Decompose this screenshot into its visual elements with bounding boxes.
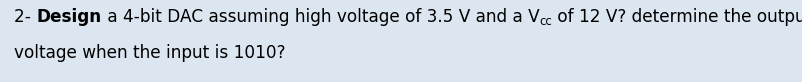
Text: 2-: 2-	[14, 8, 36, 26]
Text: of 12 V? determine the output: of 12 V? determine the output	[551, 8, 802, 26]
Text: voltage when the input is 1010?: voltage when the input is 1010?	[14, 44, 286, 62]
Text: Design: Design	[36, 8, 102, 26]
Text: cc: cc	[539, 15, 551, 28]
Text: a 4-bit DAC assuming high voltage of 3.5 V and a V: a 4-bit DAC assuming high voltage of 3.5…	[102, 8, 539, 26]
